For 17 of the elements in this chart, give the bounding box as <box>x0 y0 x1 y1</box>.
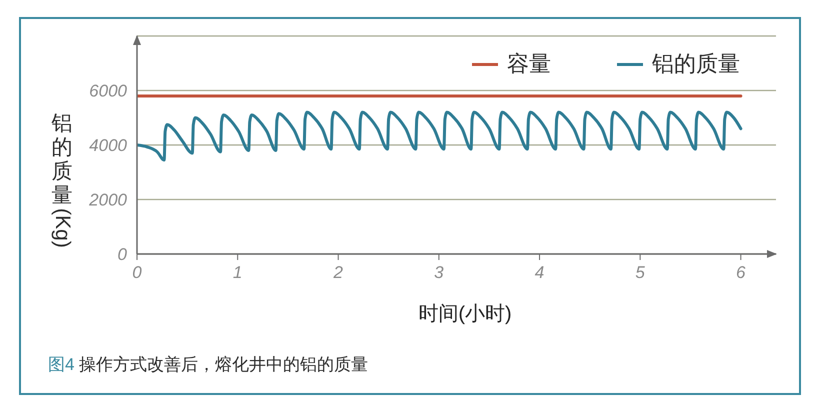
y-tick-label: 2000 <box>88 190 128 210</box>
x-tick-label: 1 <box>232 263 242 282</box>
legend-label: 容量 <box>507 50 551 78</box>
x-tick-label: 5 <box>635 263 646 282</box>
x-tick-label: 3 <box>434 263 444 282</box>
y-tick-label: 4000 <box>89 136 128 156</box>
y-axis-title: 铝的质量(Kg) <box>50 112 74 248</box>
y-tick-label: 0 <box>118 245 128 264</box>
legend-label: 铝的质量 <box>652 50 740 78</box>
x-tick-label: 4 <box>534 263 544 282</box>
x-axis-title: 时间(小时) <box>418 302 512 327</box>
line-series <box>137 110 742 162</box>
caption: 图4 操作方式改善后，熔化井中的铝的质量 <box>48 354 368 376</box>
x-tick-label: 6 <box>736 263 746 282</box>
x-tick-label: 0 <box>132 263 142 282</box>
y-tick-label: 6000 <box>89 82 128 101</box>
x-tick-label: 2 <box>332 263 344 282</box>
